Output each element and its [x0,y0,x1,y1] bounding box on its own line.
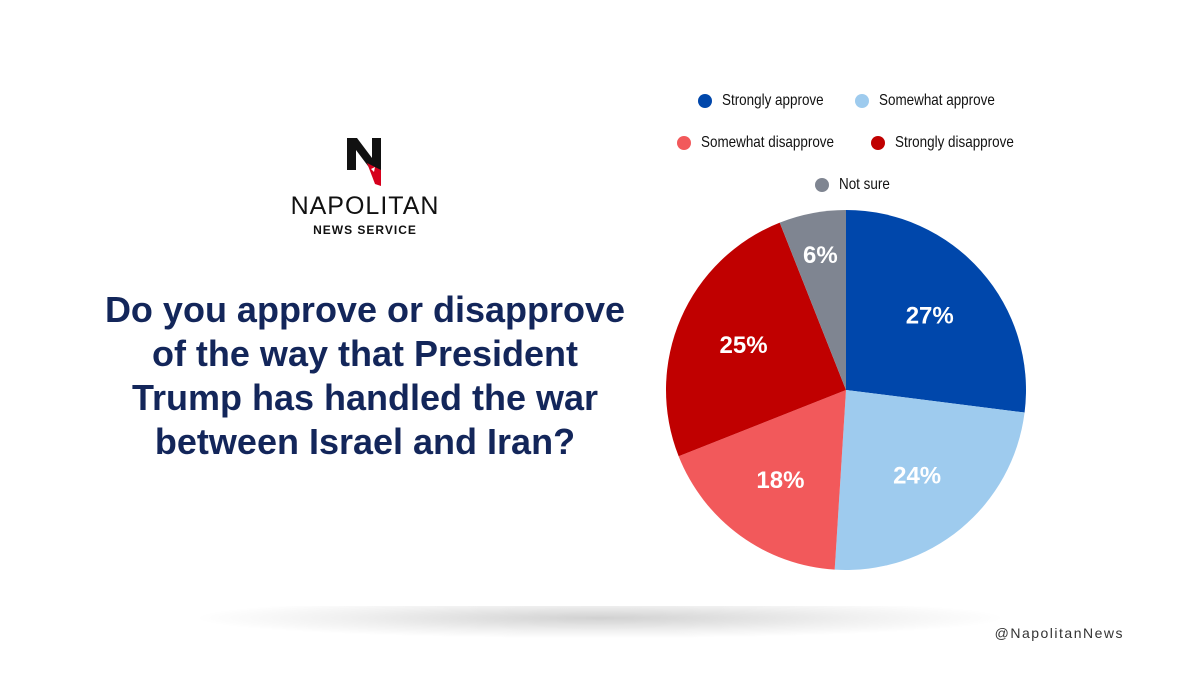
legend-swatch [697,94,712,108]
data-label: 18% [756,467,804,494]
legend-item-somewhat-disapprove: Somewhat disapprove [677,134,845,152]
brand-name: NAPOLITAN [290,192,440,220]
legend-item-not-sure: Not sure [814,176,890,194]
legend-item-strongly-approve: Strongly approve [697,92,829,110]
legend-swatch [854,94,869,108]
pie-slice-strongly-disapprove [666,222,846,457]
legend-label: Strongly approve [721,92,824,109]
data-label: 24% [893,462,941,489]
pie-slice-not-sure [779,210,846,390]
brand-logo: NAPOLITAN NEWS SERVICE [240,136,490,237]
legend-label: Somewhat approve [878,92,995,109]
legend-swatch [677,136,692,150]
social-handle: @NapolitanNews [994,625,1124,641]
question-title: Do you approve or disapprove of the way … [104,289,626,462]
legend-item-strongly-disapprove: Strongly disapprove [871,134,1022,152]
pie-slice-somewhat-approve [834,390,1025,571]
data-label: 6% [803,242,838,269]
legend-label: Not sure [838,176,890,193]
pie-slice-somewhat-disapprove [678,390,846,570]
pie-slice-strongly-approve [846,210,1026,413]
chart-legend: Strongly approve Somewhat approve Somewh… [640,80,1060,206]
legend-swatch [871,136,886,150]
legend-row: Strongly approve Somewhat approve [640,80,1060,122]
napolitan-n-icon [347,138,381,186]
legend-item-somewhat-approve: Somewhat approve [854,92,1003,110]
brand-subtitle: NEWS SERVICE [313,223,417,237]
legend-row: Somewhat disapprove Strongly disapprove [640,122,1060,164]
data-label: 25% [720,332,768,359]
data-label: 27% [906,303,954,330]
legend-row: Not sure [640,164,1060,206]
legend-label: Strongly disapprove [895,134,1015,151]
legend-swatch [814,178,829,192]
legend-label: Somewhat disapprove [701,134,835,151]
